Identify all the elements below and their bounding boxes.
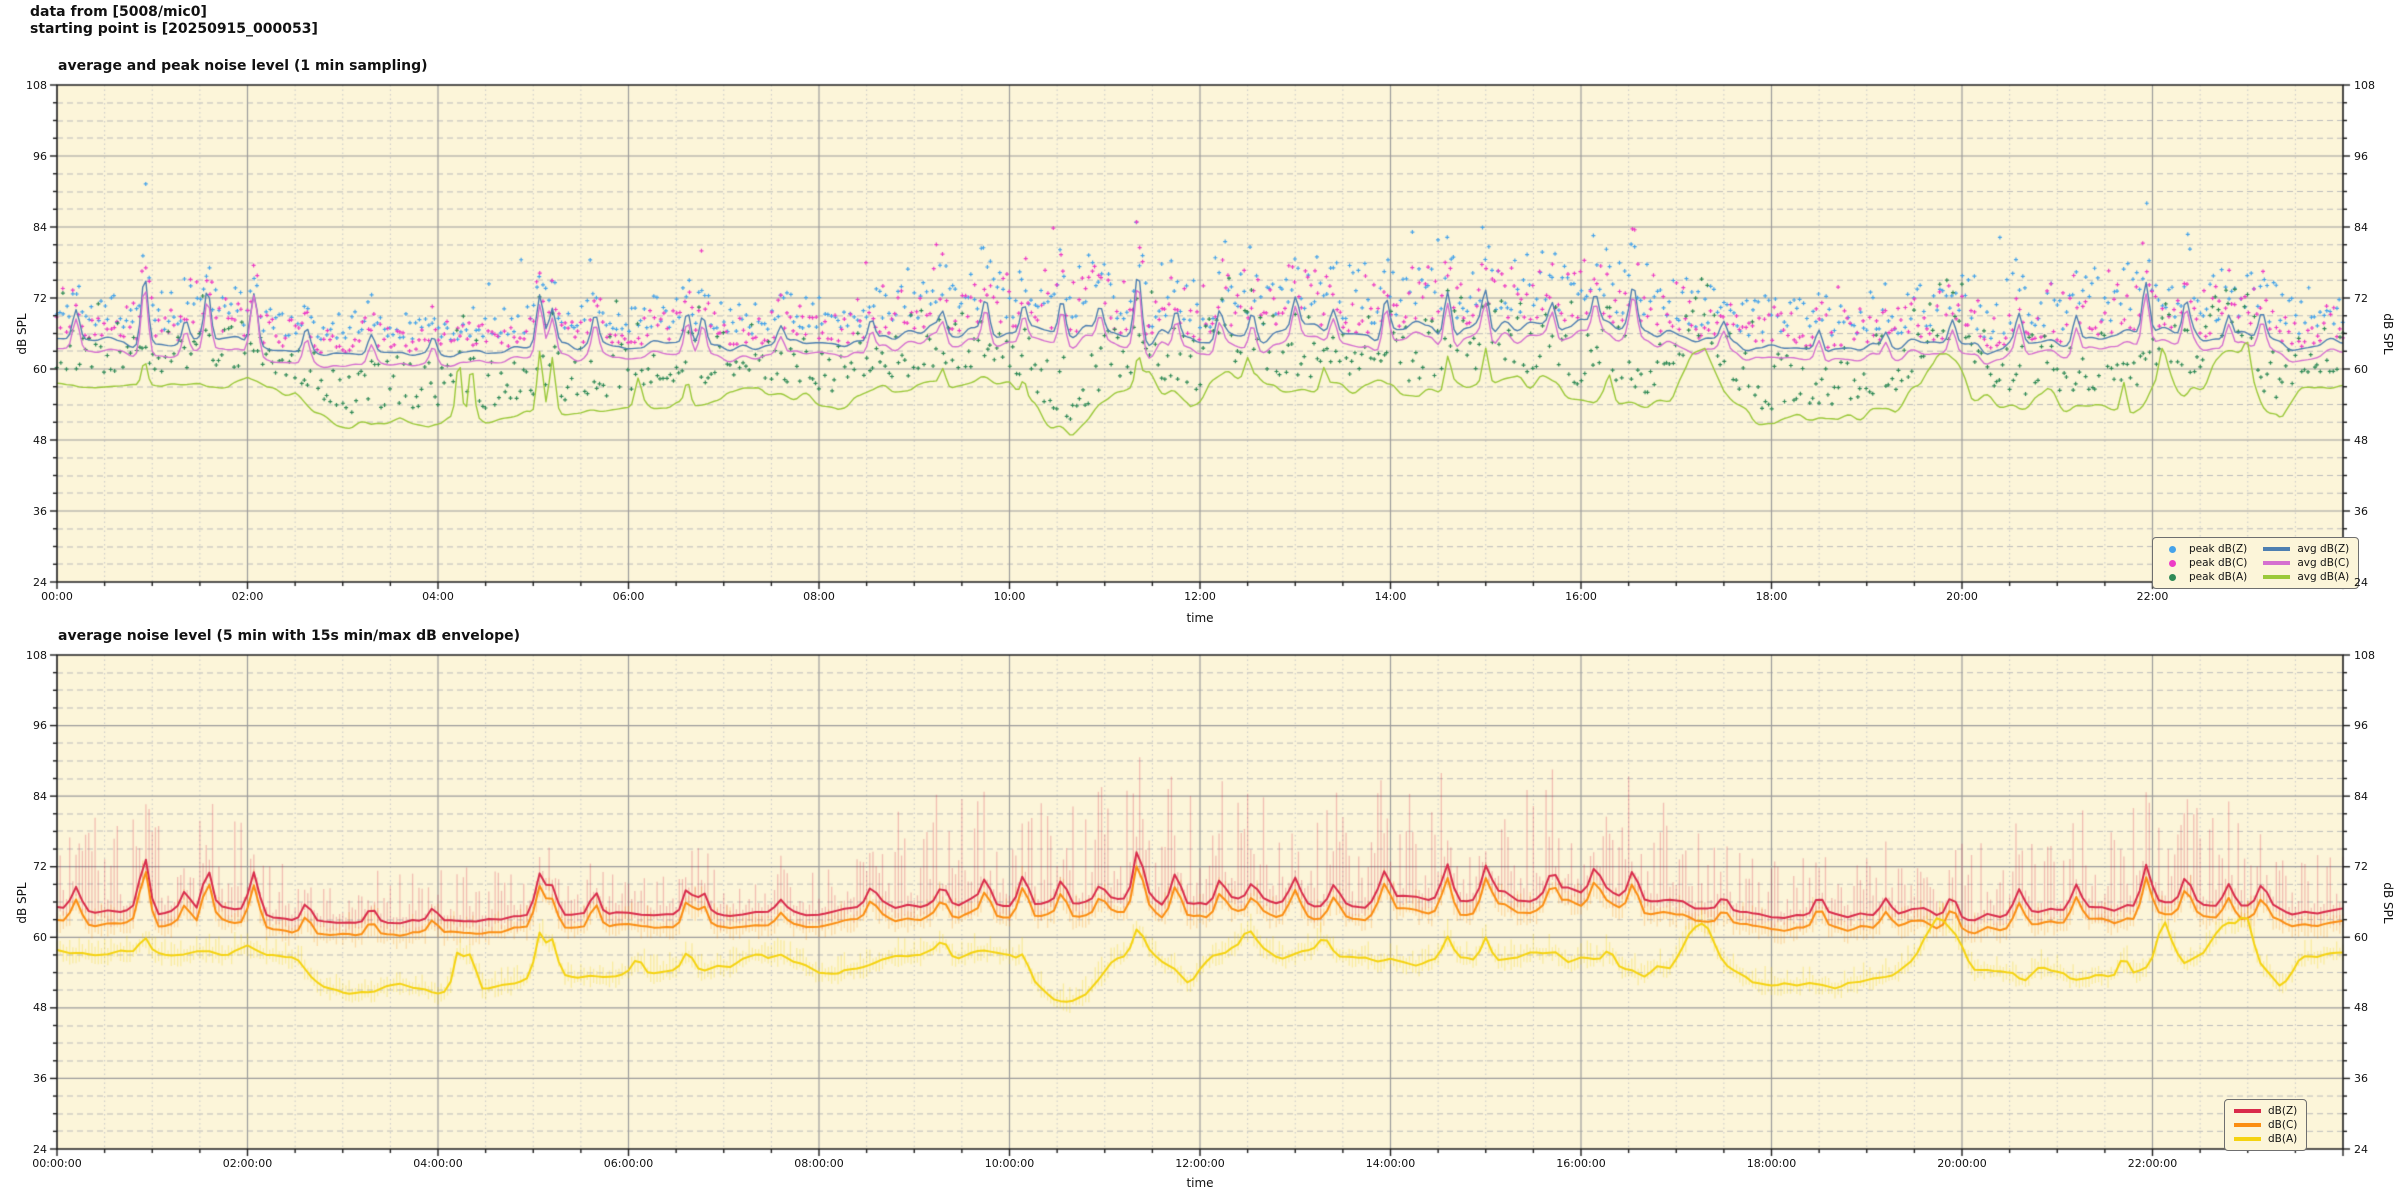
x-tick-label: 02:00 [231,590,264,603]
peak-dbz-dot-icon [2169,545,2176,553]
x-tick-label: 02:00:00 [222,1157,273,1170]
x-tick-label: 06:00:00 [603,1157,654,1170]
x-tick-label: 00:00 [41,590,73,603]
x-tick-label: 18:00:00 [1746,1157,1797,1170]
panel2-yaxis-label-right: dB SPL [2381,882,2395,924]
legend-entry-dbc: dB(C) [2234,1118,2297,1132]
x-tick-label: 22:00:00 [2127,1157,2178,1170]
x-tick-label: 10:00 [993,590,1026,603]
legend-label: dB(C) [2268,1119,2298,1131]
y-tick-label-right: 108 [2354,648,2375,662]
x-tick-label: 14:00 [1374,590,1407,603]
y-tick-label-left: 36 [33,1071,47,1085]
panel1-yaxis-label-right: dB SPL [2381,313,2395,355]
x-tick-label: 08:00 [803,590,835,603]
y-tick-label-left: 24 [33,575,47,589]
panel2-plot-canvas [45,642,2355,1166]
legend-label: peak dB(C) [2189,557,2248,569]
x-tick-label: 22:00 [2136,590,2169,603]
legend-label: dB(A) [2268,1133,2298,1145]
y-tick-label-right: 24 [2354,575,2368,589]
y-tick-label-left: 72 [33,860,47,874]
x-tick-label: 12:00 [1184,590,1216,603]
panel1-title: average and peak noise level (1 min samp… [58,58,428,74]
y-tick-label-right: 72 [2354,291,2368,305]
legend-label: avg dB(Z) [2297,543,2350,555]
x-tick-label: 04:00:00 [413,1157,463,1170]
x-tick-label: 00:00:00 [32,1157,82,1170]
panel2-legend: dB(Z) dB(C) dB(A) [2224,1099,2308,1151]
panel2-title: average noise level (5 min with 15s min/… [58,628,521,644]
x-tick-label: 14:00:00 [1365,1157,1416,1170]
y-tick-label-right: 48 [2354,433,2368,447]
avg-dba-line-swatch [2263,575,2291,579]
header-line-2: starting point is [20250915_000053] [30,21,318,37]
legend-entry-peak-dbz: peak dB(Z) [2162,542,2247,556]
y-tick-label-right: 60 [2354,930,2368,944]
y-tick-label-right: 60 [2354,362,2368,376]
header-line-1: data from [5008/mic0] [30,4,207,20]
y-tick-label-right: 108 [2354,78,2375,92]
legend-label: avg dB(C) [2297,557,2350,569]
y-tick-label-left: 24 [33,1142,47,1156]
legend-entry-avg-dbc: avg dB(C) [2263,556,2349,570]
y-tick-label-left: 60 [33,930,47,944]
y-tick-label-left: 72 [33,291,47,305]
avg-dbc-line-swatch [2263,561,2291,565]
x-tick-label: 16:00 [1565,590,1597,603]
panel2-yaxis-label-left: dB SPL [15,882,29,924]
dbc-line-swatch [2234,1123,2261,1127]
legend-label: dB(Z) [2268,1105,2298,1117]
y-tick-label-left: 84 [33,789,47,803]
y-tick-label-right: 96 [2354,719,2368,733]
legend-label: avg dB(A) [2297,571,2350,583]
panel1-plot-canvas [45,72,2355,602]
y-tick-label-right: 84 [2354,789,2368,803]
y-tick-label-right: 48 [2354,1001,2368,1015]
legend-entry-peak-dba: peak dB(A) [2162,570,2247,584]
x-tick-label: 10:00:00 [984,1157,1035,1170]
y-tick-label-left: 60 [33,362,47,376]
x-tick-label: 06:00 [612,590,645,603]
y-tick-label-left: 96 [33,719,47,733]
legend-entry-dba: dB(A) [2234,1132,2297,1146]
x-tick-label: 18:00 [1755,590,1788,603]
y-tick-label-left: 48 [33,433,47,447]
legend-entry-avg-dba: avg dB(A) [2263,570,2349,584]
y-tick-label-left: 96 [33,149,47,163]
legend-entry-avg-dbz: avg dB(Z) [2263,542,2349,556]
x-tick-label: 16:00:00 [1556,1157,1606,1170]
y-tick-label-right: 96 [2354,149,2368,163]
y-tick-label-right: 36 [2354,504,2368,518]
y-tick-label-left: 108 [26,78,47,92]
avg-dbz-line-swatch [2263,547,2291,551]
panel1-legend: peak dB(Z) peak dB(C) peak dB(A) avg dB(… [2152,537,2360,589]
y-tick-label-right: 72 [2354,860,2368,874]
peak-dba-dot-icon [2169,573,2176,581]
dbz-line-swatch [2234,1109,2261,1113]
panel1-yaxis-label-left: dB SPL [15,313,29,355]
x-tick-label: 04:00 [422,590,454,603]
dba-line-swatch [2234,1137,2261,1141]
legend-entry-peak-dbc: peak dB(C) [2162,556,2247,570]
panel2-xaxis-label: time [1186,1176,1214,1190]
y-tick-label-left: 84 [33,220,47,234]
x-tick-label: 20:00 [1946,590,1978,603]
x-tick-label: 12:00:00 [1175,1157,1225,1170]
y-tick-label-right: 24 [2354,1142,2368,1156]
y-tick-label-left: 36 [33,504,47,518]
peak-dbc-dot-icon [2169,559,2176,567]
legend-label: peak dB(A) [2189,571,2248,583]
panel1-xaxis-label: time [1186,611,1214,625]
y-tick-label-right: 84 [2354,220,2368,234]
legend-entry-dbz: dB(Z) [2234,1104,2297,1118]
x-tick-label: 08:00:00 [794,1157,844,1170]
y-tick-label-left: 108 [26,648,47,662]
y-tick-label-right: 36 [2354,1071,2368,1085]
y-tick-label-left: 48 [33,1001,47,1015]
legend-label: peak dB(Z) [2189,543,2248,555]
x-tick-label: 20:00:00 [1937,1157,1987,1170]
